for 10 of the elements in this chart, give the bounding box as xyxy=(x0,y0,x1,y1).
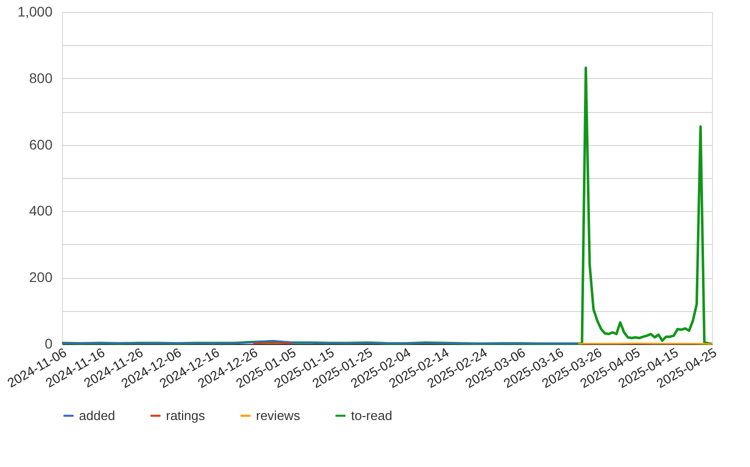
y-tick-label: 200 xyxy=(29,269,53,286)
legend-label: ratings xyxy=(166,408,206,423)
legend-label: reviews xyxy=(256,408,301,423)
legend-label: to-read xyxy=(351,408,392,423)
y-tick-label: 800 xyxy=(29,70,53,86)
y-tick-label: 400 xyxy=(29,202,53,219)
y-tick-label: 1,000 xyxy=(17,4,53,20)
y-tick-label: 600 xyxy=(29,136,53,152)
legend-label: added xyxy=(79,408,116,423)
y-tick-label: 0 xyxy=(44,336,53,352)
